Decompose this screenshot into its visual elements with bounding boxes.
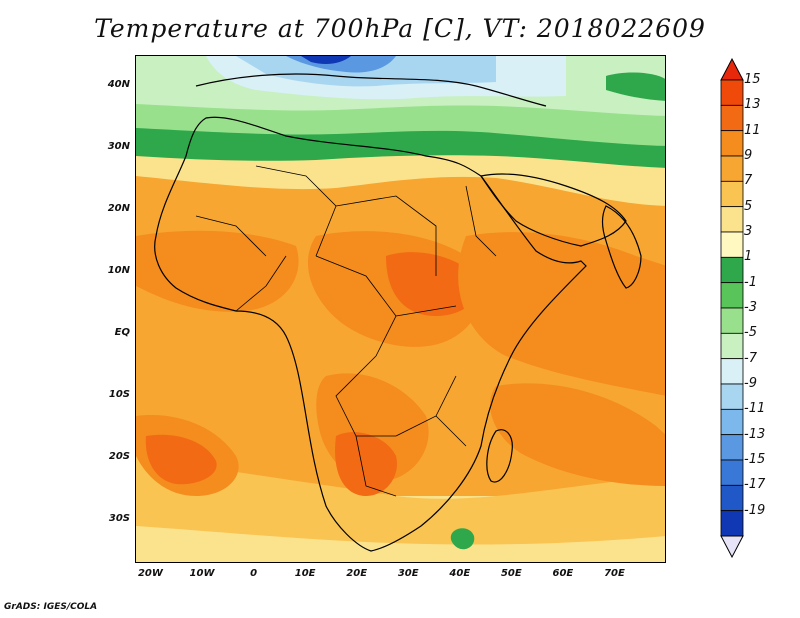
colorbar-label: -15 [744,452,766,467]
colorbar-label: -5 [744,325,757,341]
colorbar-label: -3 [744,300,757,315]
colorbar-segment [720,180,744,208]
colorbar-segment [720,282,744,309]
colorbar-segment [720,130,744,157]
colorbar-segment [720,383,744,410]
colorbar-label: -11 [744,401,766,417]
colorbar-segment [720,307,744,334]
hot-west-africa [136,230,299,312]
y-tick-label: 10S [108,388,130,400]
y-tick-label: EQ [114,326,130,338]
colorbar-label: 15 [744,72,761,87]
colorbar-segment [720,510,744,537]
hot-core-4 [335,432,397,496]
hot-core-2 [386,252,479,316]
colorbar-top-arrow [720,57,744,81]
colorbar-bottom-arrow [720,535,744,559]
x-tick-label: 50E [500,568,522,579]
hot-indian-ocean [490,383,665,486]
colorbar-label: 13 [744,97,761,113]
x-tick-label: 40E [449,568,471,579]
x-tick-label: 10E [294,568,316,579]
colorbar-label: -7 [744,350,757,366]
colorbar-label: -13 [744,426,766,442]
colorbar-label: -1 [744,274,757,290]
colorbar-segment [720,332,744,360]
colorbar-segment [720,434,744,461]
colorbar-label: -19 [744,502,766,518]
colorbar-segment [720,79,744,106]
south-gradient [136,456,665,562]
footer-credit: GrADS: IGES/COLA [4,602,98,612]
colorbar-segment [720,206,744,233]
colorbar-segment [720,358,744,385]
hot-east-ocean [458,232,665,396]
colorbar-label: 3 [744,224,753,239]
colorbar-label: -9 [744,376,757,391]
x-tick-label: 20E [346,568,368,579]
south-edge [136,526,665,562]
colorbar-segment [720,231,744,258]
y-tick-label: 40N [107,78,130,90]
south-green-patch [450,528,475,550]
x-tick-label: 0 [250,568,258,579]
colorbar-label: 11 [744,122,761,138]
colorbar-segment [720,484,744,512]
colorbar-label: -17 [744,477,766,493]
madagascar-coastline [486,429,513,483]
north-band-darkest [301,56,351,64]
x-tick-label: 60E [552,568,574,579]
hot-west-ocean-core [145,434,217,485]
y-tick-label: 10N [107,264,130,276]
y-tick-label: 30N [107,140,130,152]
colorbar-label: 7 [744,173,753,189]
arabia-green-patch [606,72,665,101]
x-tick-label: 70E [604,568,625,579]
temperature-map [135,55,666,563]
colorbar-label: 9 [744,148,753,163]
y-tick-label: 20N [107,202,130,214]
x-tick-label: 30E [397,568,419,579]
x-tick-label: 10W [189,568,215,579]
arabia-coastline [480,173,627,247]
y-tick-label: 20S [108,450,130,462]
colorbar-label: 5 [744,198,753,214]
africa-coastline [154,116,587,552]
colorbar-label: 1 [744,249,753,265]
colorbar-segment [720,408,744,436]
europe-coastline [195,73,547,107]
colorbar-segment [720,155,744,182]
india-coastline [602,205,642,289]
country-borders [195,165,497,497]
colorbar-segment [720,459,744,486]
y-tick-label: 30S [108,512,130,524]
map-title: Temperature at 700hPa [C], VT: 201802260… [94,14,706,43]
colorbar [720,57,744,559]
x-tick-label: 20W [137,568,163,579]
colorbar-segment [720,256,744,284]
colorbar-segment [720,104,744,132]
